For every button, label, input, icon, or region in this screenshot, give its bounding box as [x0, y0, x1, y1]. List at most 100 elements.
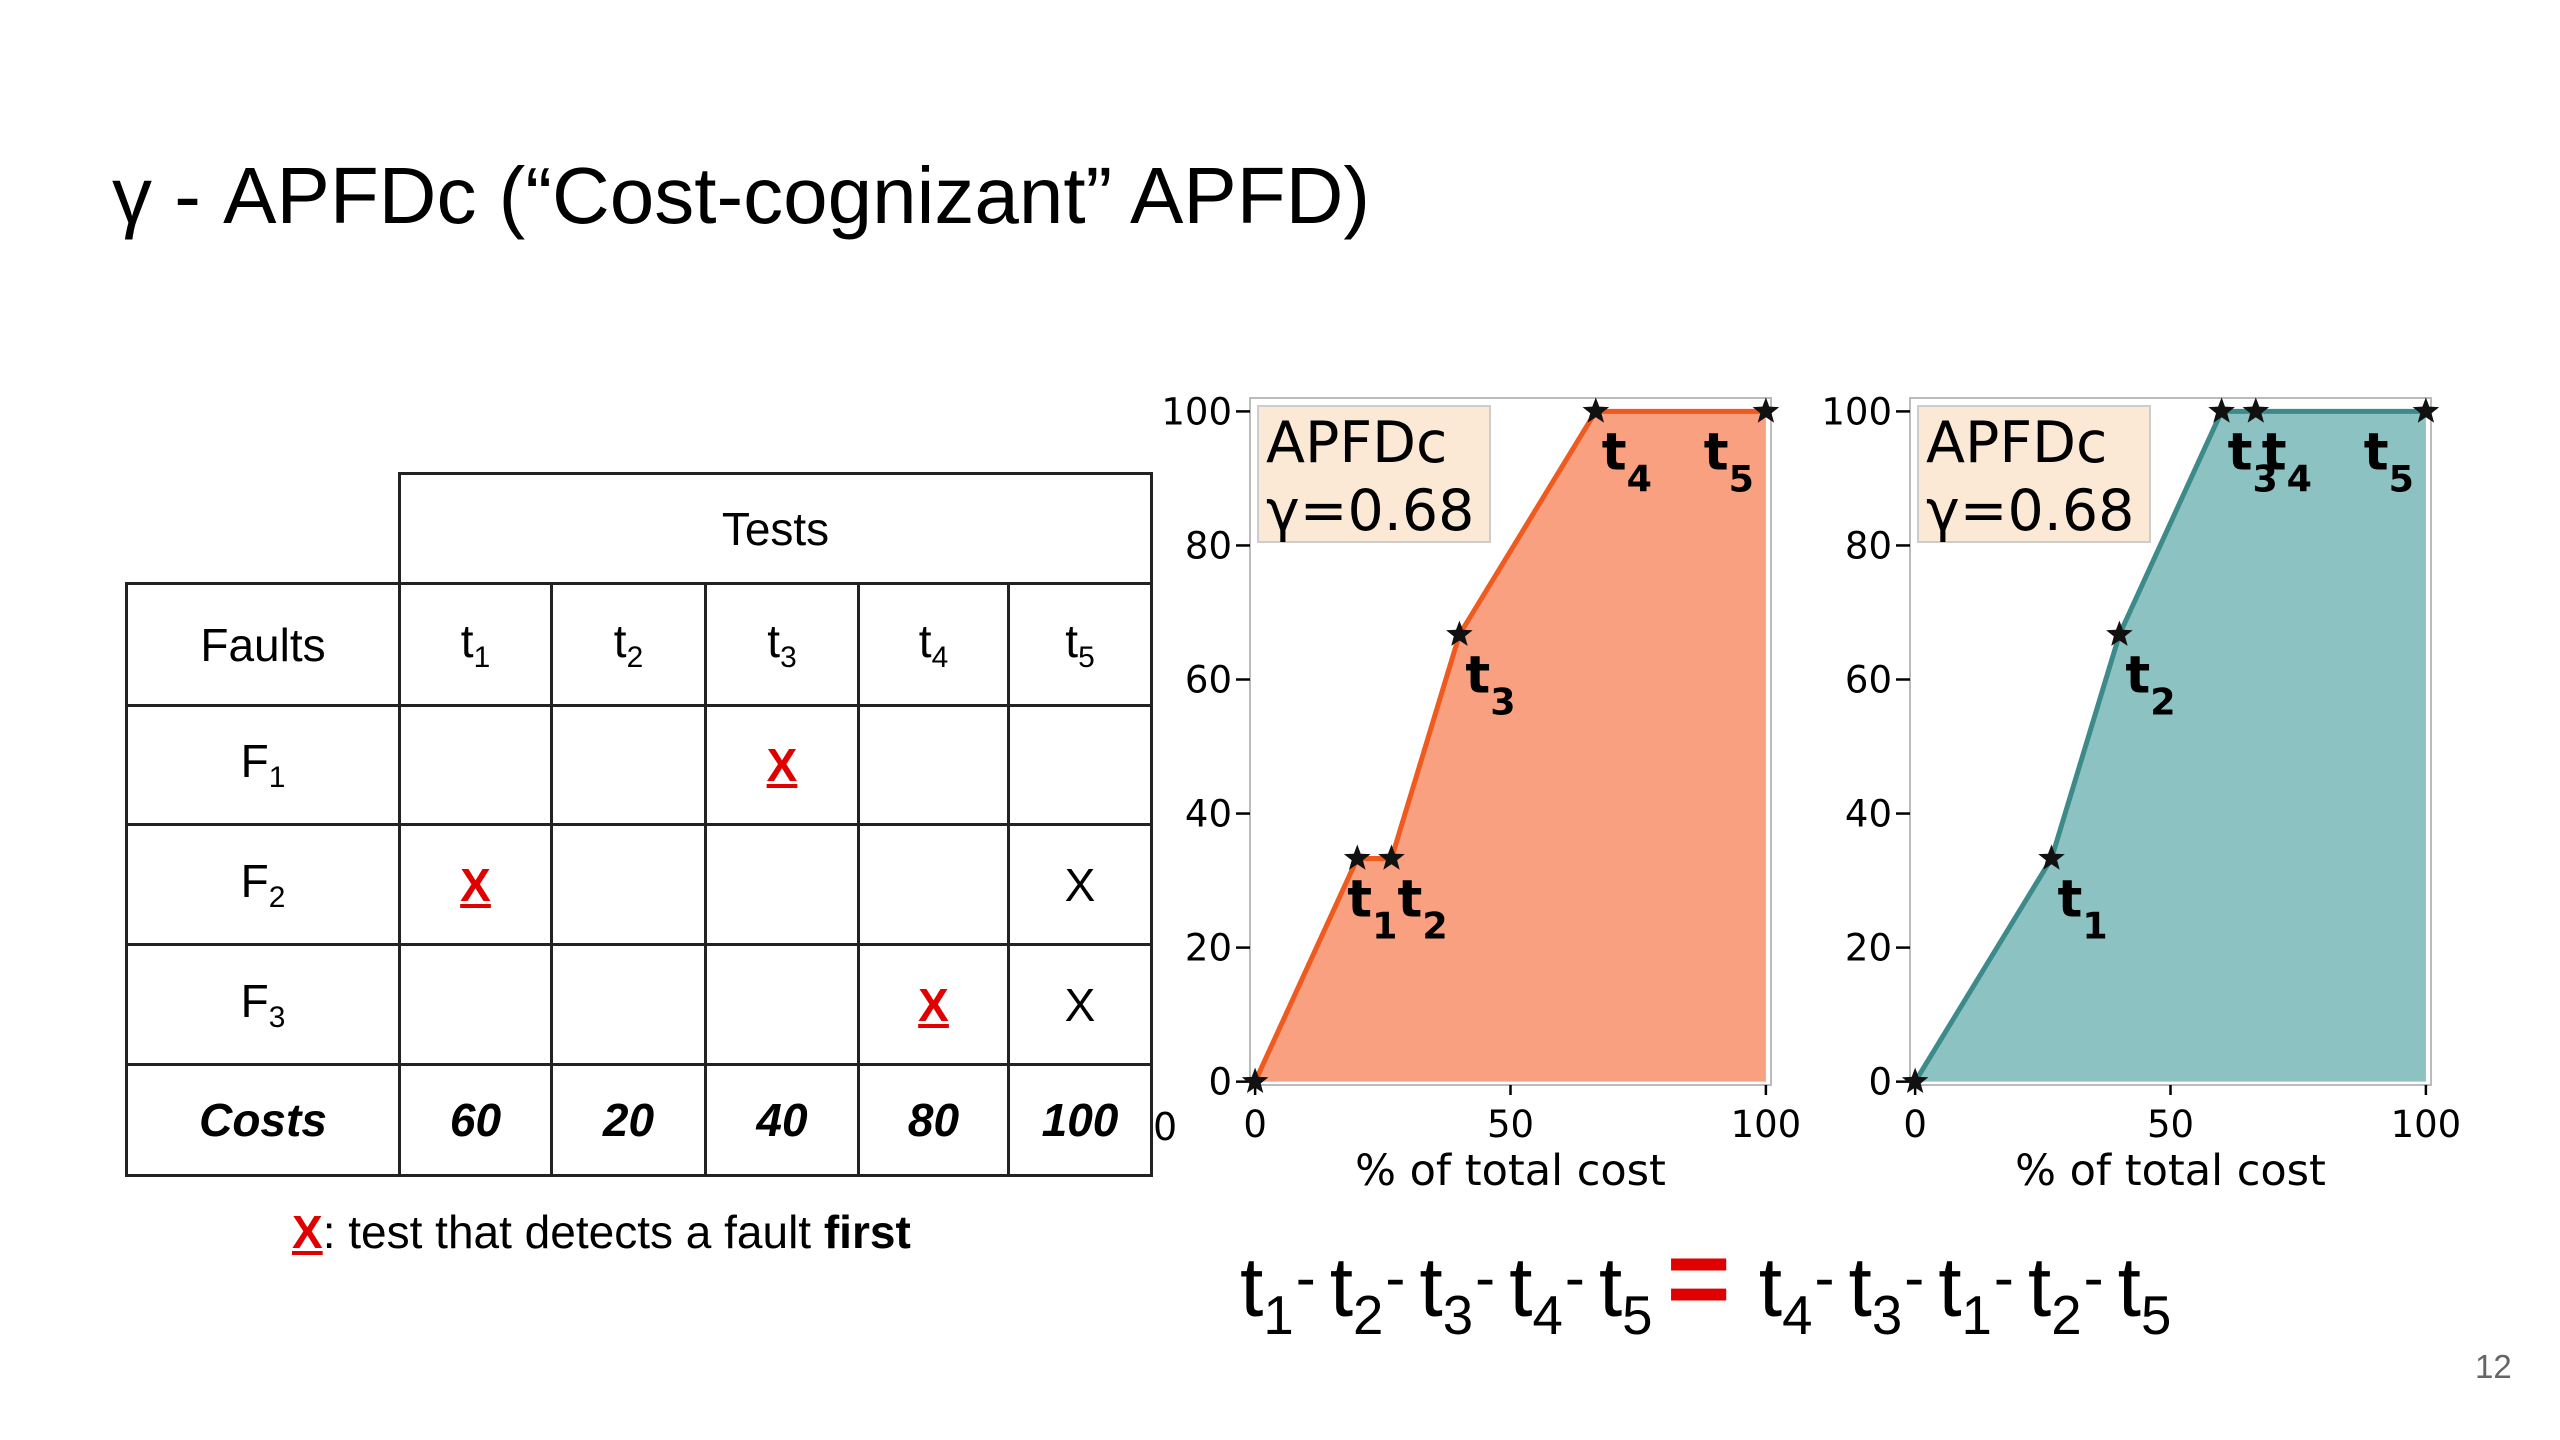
x-tick-label: 100: [2391, 1103, 2462, 1146]
point-marker: [2208, 397, 2235, 423]
equation-term: t1: [1240, 1240, 1294, 1346]
point-marker: [2412, 397, 2440, 423]
cost-cell: Costs: [125, 1063, 401, 1177]
empty-cell: [1007, 704, 1153, 826]
fault-row: F1 X: [125, 704, 1153, 826]
blank-cell: [126, 473, 401, 585]
note-emphasis: first: [823, 1206, 911, 1258]
area-fill: [1255, 411, 1766, 1082]
equation-term: t2: [1329, 1240, 1384, 1346]
equation-term: t3: [1848, 1240, 1903, 1346]
slide-title: γ - APFDc (“Cost-cognizant” APFD): [112, 151, 1371, 240]
equation-term: t3: [1419, 1240, 1474, 1346]
annotation-text: γ=0.68: [1266, 478, 1474, 544]
y-tick-label: 60: [1845, 659, 1892, 702]
group-header: Tests: [398, 472, 1153, 585]
column-header: t5: [1007, 582, 1153, 707]
equation-equals: =: [1666, 1217, 1731, 1340]
equation-term: t1: [1938, 1240, 1992, 1346]
equation-term: t5: [2117, 1240, 2172, 1346]
equation-separator: -: [1814, 1244, 1835, 1311]
row-header: F2: [125, 823, 401, 946]
detect-cell: X: [1007, 943, 1153, 1066]
x-tick-label: 50: [2147, 1103, 2194, 1146]
y-tick-label: 0: [1208, 1061, 1232, 1104]
cost-cell: 100: [1007, 1063, 1153, 1177]
empty-cell: [398, 943, 553, 1066]
y-tick-label: 40: [1185, 793, 1232, 836]
empty-cell: [398, 704, 553, 826]
point-marker: [2242, 397, 2270, 423]
note-text: : test that detects a fault: [322, 1206, 824, 1258]
equation-term: t2: [2027, 1240, 2082, 1346]
point-marker: [1752, 397, 1780, 423]
cost-cell: 80: [857, 1063, 1010, 1177]
y-tick-label: 100: [1161, 390, 1232, 433]
equation-term: t5: [1598, 1240, 1653, 1346]
table-note: X: test that detects a fault first: [292, 1205, 911, 1259]
equation-term: t4: [1509, 1240, 1563, 1346]
fault-table: Tests Faults t1 t2 t3 t4 t5 F1 X F2 X X F3 X X Costs 60 2…: [125, 472, 1153, 1177]
column-header: t4: [857, 582, 1010, 707]
annotation-box: [1257, 405, 1491, 543]
point-marker: [2038, 844, 2065, 870]
x-tick-label: 100: [1731, 1103, 1802, 1146]
area-line: [1912, 408, 2426, 1083]
empty-cell: [704, 943, 860, 1066]
x-axis-label: % of total cost: [1355, 1146, 1666, 1196]
column-header: Faults: [125, 582, 401, 707]
y-tick-label: 100: [1821, 390, 1892, 433]
equation-separator: -: [1904, 1244, 1925, 1311]
column-header: t2: [550, 582, 707, 707]
x-tick-label: 50: [1487, 1103, 1534, 1146]
annotation-text: γ=0.68: [1926, 478, 2134, 544]
point-marker: [1582, 397, 1610, 423]
detect-cell: X: [704, 704, 860, 826]
point-marker: [1241, 1067, 1269, 1093]
y-tick-label: 80: [1185, 524, 1232, 567]
detect-cell: X: [398, 823, 553, 946]
x-tick-label: 0: [1243, 1103, 1267, 1146]
y-tick-label: 20: [1845, 927, 1892, 970]
y-tick-label: 40: [1845, 793, 1892, 836]
column-row: Faults t1 t2 t3 t4 t5: [125, 582, 1153, 707]
equation-separator: -: [1993, 1244, 2014, 1311]
stray-label: 0: [1153, 1105, 1178, 1149]
y-tick-label: 0: [1868, 1061, 1892, 1104]
area-fill: [1915, 411, 2426, 1082]
empty-cell: [857, 823, 1010, 946]
header-row: Tests: [126, 472, 1153, 585]
x-tick-label: 0: [1903, 1103, 1927, 1146]
fault-row: F2 X X: [125, 823, 1153, 946]
note-mark: X: [292, 1206, 323, 1258]
page-number: 12: [2475, 1348, 2512, 1385]
equation-separator: -: [1295, 1244, 1316, 1311]
cost-cell: 20: [550, 1063, 707, 1177]
equation-separator: -: [1385, 1244, 1406, 1311]
point-marker: [1343, 844, 1371, 870]
annotation-text: APFDc: [1926, 410, 2107, 476]
row-header: F3: [125, 943, 401, 1066]
detect-cell: X: [857, 943, 1010, 1066]
equation-separator: -: [2083, 1244, 2104, 1311]
column-header: t1: [398, 582, 553, 707]
y-tick-label: 80: [1845, 524, 1892, 567]
annotation-box: [1917, 405, 2151, 543]
equation-separator: -: [1564, 1244, 1585, 1311]
point-marker: [1901, 1067, 1929, 1093]
y-tick-label: 60: [1185, 659, 1232, 702]
area-line: [1252, 408, 1766, 1083]
y-tick-label: 20: [1185, 927, 1232, 970]
point-marker: [1378, 844, 1405, 870]
annotation-text: APFDc: [1266, 410, 1447, 476]
cost-cell: 40: [704, 1063, 860, 1177]
point-marker: [2106, 620, 2133, 646]
empty-cell: [550, 704, 707, 826]
empty-cell: [550, 823, 707, 946]
cost-cell: 60: [398, 1063, 553, 1177]
empty-cell: [857, 704, 1010, 826]
row-header: F1: [125, 704, 401, 826]
empty-cell: [704, 823, 860, 946]
